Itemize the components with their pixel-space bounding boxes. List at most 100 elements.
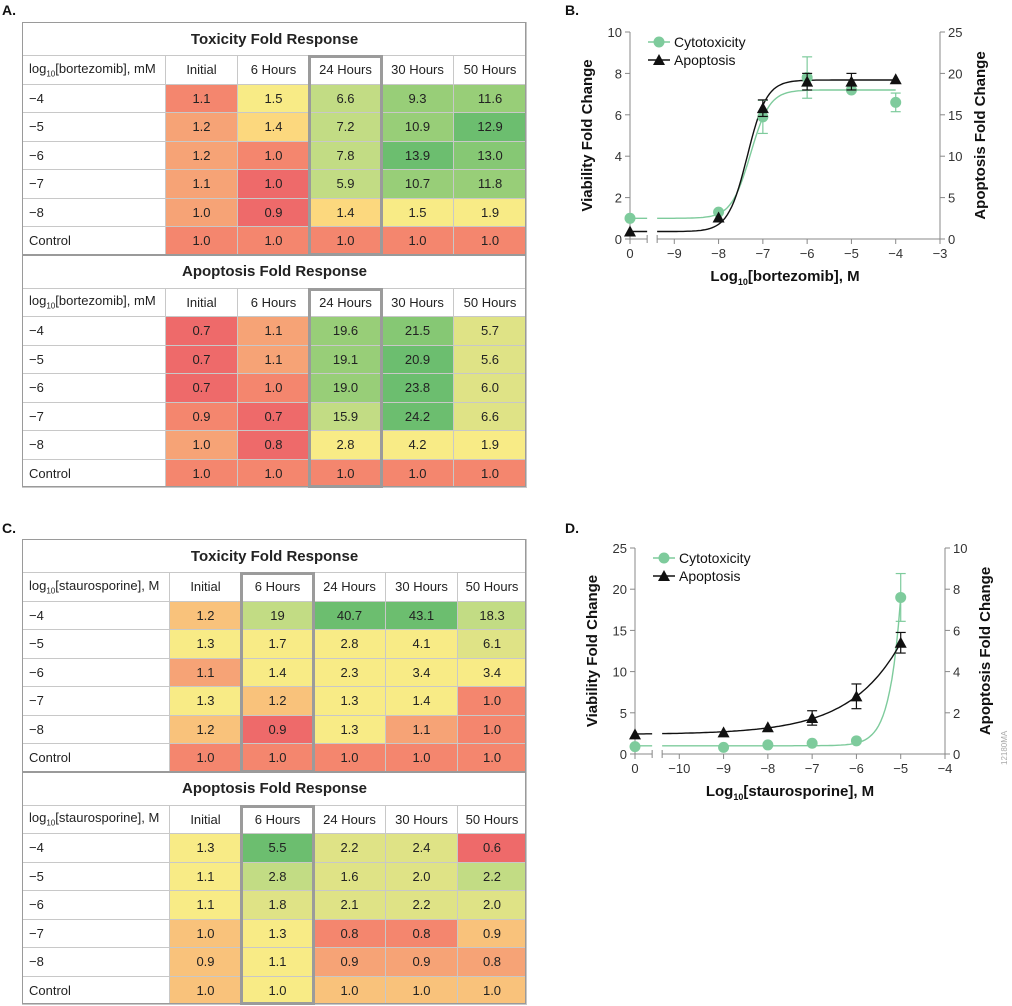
y2-axis-label: Apoptosis Fold Change (977, 567, 994, 735)
heatmap-cell: 1.3 (169, 629, 242, 659)
y2-tick-label: 8 (953, 582, 960, 597)
heatmap-cell: 2.3 (313, 657, 386, 687)
table-row: −4 0.7 1.1 19.6 21.5 5.7 (22, 316, 528, 346)
data-point-apoptosis (756, 102, 769, 114)
heatmap-cell: 24.2 (381, 401, 454, 431)
axis-break (652, 751, 663, 758)
heatmap-cell: 0.9 (456, 918, 528, 948)
header-text-rest: [staurosporine], M (55, 810, 160, 826)
row-label: −8 (22, 947, 170, 977)
y2-tick-label: 25 (948, 25, 962, 40)
heatmap-cell: 1.3 (313, 686, 386, 716)
heatmap-cell: 1.0 (169, 743, 242, 773)
table-row: −7 1.1 1.0 5.9 10.7 11.8 (22, 169, 528, 199)
data-point-apoptosis (717, 726, 730, 738)
table-row: −7 0.9 0.7 15.9 24.2 6.6 (22, 401, 528, 431)
column-header: 6 Hours (241, 572, 314, 602)
table-title: Apoptosis Fold Response (21, 771, 528, 806)
curve-break (652, 548, 663, 750)
x-axis-label-prefix: Log (710, 268, 738, 285)
heatmap-cell: 0.8 (237, 430, 310, 460)
y-tick-label: 20 (613, 582, 627, 597)
table-row: Control 1.0 1.0 1.0 1.0 1.0 (22, 975, 528, 1005)
heatmap-cell: 1.1 (241, 947, 314, 977)
legend-marker-triangle (658, 570, 670, 581)
heatmap-cell: 1.6 (313, 861, 386, 891)
heatmap-cell: 13.9 (381, 140, 454, 170)
heatmap-cell: 1.1 (237, 316, 310, 346)
y-axis-label: Viability Fold Change (584, 575, 601, 727)
heatmap-cell: 11.6 (452, 83, 528, 113)
x-tick-label: 0 (631, 761, 638, 776)
heatmap-cell: 1.0 (237, 169, 310, 199)
heatmap-cell: 1.0 (456, 714, 528, 744)
heatmap-cell: 4.1 (385, 629, 458, 659)
row-label: Control (22, 226, 166, 256)
heatmap-cell: 1.1 (237, 344, 310, 374)
table-title: Apoptosis Fold Response (21, 254, 528, 289)
row-label: −6 (22, 373, 166, 403)
heatmap-cell: 0.9 (237, 197, 310, 227)
heatmap-cell: 2.2 (456, 861, 528, 891)
x-tick-label: −8 (711, 246, 726, 261)
heatmap-cell: 5.9 (309, 169, 382, 199)
heatmap-cell: 7.8 (309, 140, 382, 170)
x-tick-label: −4 (938, 761, 953, 776)
y2-tick-label: 6 (953, 623, 960, 638)
x-tick-label: −9 (667, 246, 682, 261)
heatmap-cell: 1.0 (237, 226, 310, 256)
y2-tick-label: 15 (948, 108, 962, 123)
data-point-cytotoxicity (850, 735, 862, 747)
header-text-prefix: log (29, 60, 47, 76)
heatmap-cell: 2.4 (385, 833, 458, 863)
legend-label-cytotoxicity: Cytotoxicity (674, 34, 746, 50)
heatmap-cell: 43.1 (385, 600, 458, 630)
heatmap-cell: 23.8 (381, 373, 454, 403)
table-row: −4 1.1 1.5 6.6 9.3 11.6 (22, 83, 528, 113)
heatmap-cell: 1.0 (237, 373, 310, 403)
column-header: 24 Hours (309, 55, 382, 85)
column-header: 30 Hours (381, 55, 454, 85)
data-point-apoptosis (761, 721, 774, 733)
y-tick-label: 5 (620, 706, 627, 721)
heatmap-cell: 1.0 (309, 458, 382, 488)
heatmap-cell: 1.4 (237, 112, 310, 142)
table-title: Toxicity Fold Response (21, 539, 528, 573)
column-header: 30 Hours (381, 287, 454, 317)
y-axis-label: Viability Fold Change (579, 59, 596, 211)
data-point-apoptosis (889, 73, 902, 85)
column-header: Initial (165, 287, 238, 317)
heatmap-cell: 3.4 (385, 657, 458, 687)
axis-break (647, 236, 658, 243)
y2-tick-label: 20 (948, 66, 962, 81)
heatmap-cell: 1.2 (169, 600, 242, 630)
table-row: −6 1.1 1.8 2.1 2.2 2.0 (22, 890, 528, 920)
heatmap-cell: 10.9 (381, 112, 454, 142)
heatmap-cell: 19 (241, 600, 314, 630)
y-tick-label: 8 (615, 66, 622, 81)
data-point-apoptosis (845, 75, 858, 87)
heatmap-cell: 19.1 (309, 344, 382, 374)
row-label: −5 (22, 629, 170, 659)
heatmap-cell: 2.8 (241, 861, 314, 891)
table-row: −8 1.0 0.8 2.8 4.2 1.9 (22, 430, 528, 460)
heatmap-cell: 15.9 (309, 401, 382, 431)
heatmap-cell: 1.4 (309, 197, 382, 227)
heatmap-cell: 1.0 (381, 226, 454, 256)
table-row: Control 1.0 1.0 1.0 1.0 1.0 (22, 458, 528, 488)
heatmap-cell: 2.1 (313, 890, 386, 920)
legend-label-apoptosis: Apoptosis (674, 52, 735, 68)
row-label: −8 (22, 714, 170, 744)
x-tick-label: −6 (849, 761, 864, 776)
column-header: 30 Hours (385, 804, 458, 834)
column-header: 50 Hours (456, 572, 528, 602)
column-header: 50 Hours (456, 804, 528, 834)
x-axis-label-sub: 10 (738, 277, 748, 287)
data-point-apoptosis (894, 636, 907, 648)
heatmap-cell: 1.4 (385, 686, 458, 716)
legend-label-cytotoxicity: Cytotoxicity (679, 550, 751, 566)
heatmap-cell: 18.3 (456, 600, 528, 630)
heatmap-cell: 1.0 (241, 975, 314, 1005)
header-text-sub: 10 (46, 302, 56, 312)
x-tick-label: 0 (626, 246, 633, 261)
